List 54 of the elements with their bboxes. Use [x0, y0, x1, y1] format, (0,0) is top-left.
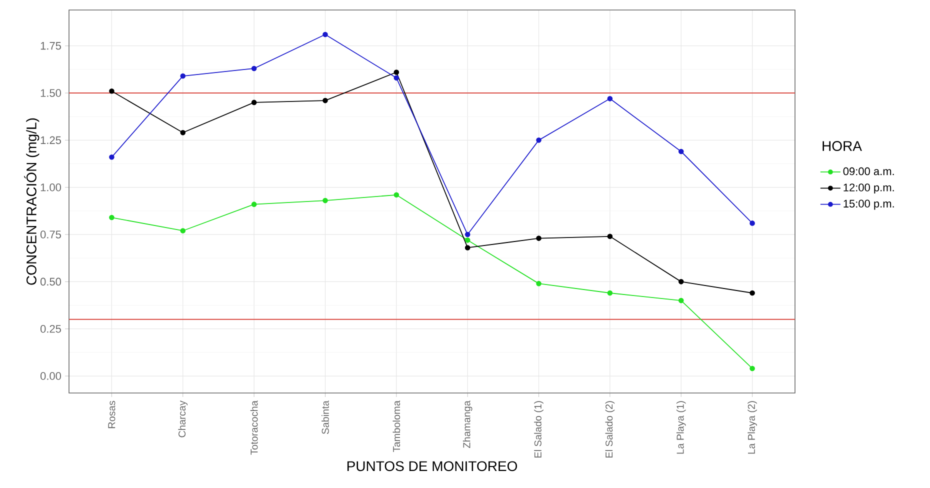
point	[322, 98, 328, 104]
y-tick-label: 0.75	[40, 230, 61, 238]
point	[180, 73, 186, 79]
x-tick-label: Tamboloma	[392, 400, 400, 452]
point	[536, 138, 542, 143]
point	[678, 298, 684, 304]
y-tick-label: 1.75	[40, 42, 61, 50]
y-tick-label: 0.00	[40, 372, 62, 380]
point	[394, 75, 400, 81]
point	[109, 88, 114, 94]
x-tick-label: Totoracocha	[250, 400, 258, 455]
point	[607, 96, 613, 102]
x-tick-label: Zhamanga	[462, 400, 472, 448]
point	[109, 154, 114, 160]
y-axis-title: CONCENTRACIÓN (mg/L)	[24, 118, 40, 285]
point	[750, 220, 755, 226]
point	[678, 148, 684, 154]
y-tick-label: 1.00	[40, 183, 62, 192]
point	[251, 66, 257, 72]
point	[322, 32, 328, 38]
point	[750, 290, 755, 296]
legend-title: HORA	[822, 141, 862, 151]
legend-label: 09:00 a.m.	[843, 167, 894, 176]
point	[394, 192, 400, 198]
point	[750, 366, 755, 372]
point	[109, 214, 114, 220]
x-tick-label: Sabinta	[322, 400, 329, 434]
point	[180, 228, 186, 234]
legend-label: 12:00 p.m.	[844, 184, 894, 194]
point	[464, 245, 470, 250]
point	[536, 280, 542, 286]
x-tick-label: La Playa (2)	[748, 401, 757, 454]
y-tick-label: 1.50	[40, 89, 62, 97]
point	[180, 130, 186, 136]
x-tick-label: Charcay	[178, 400, 188, 438]
x-tick-label: La Playa (1)	[676, 401, 686, 454]
x-tick-label: El Salado (2)	[605, 401, 615, 458]
point	[607, 234, 613, 240]
point	[394, 70, 400, 75]
point	[322, 198, 328, 204]
point	[536, 236, 542, 241]
x-tick-label: Rosas	[108, 400, 116, 428]
y-tick-label: 0.50	[40, 278, 62, 286]
legend-label: 15:00 p.m.	[844, 200, 894, 210]
point	[464, 232, 470, 238]
x-axis-title: PUNTOS DE MONITOREO	[347, 461, 518, 472]
x-tick-label: El Salado (1)	[534, 401, 544, 458]
y-tick-label: 0.25	[40, 324, 61, 333]
point	[464, 238, 470, 243]
point	[251, 202, 257, 207]
point	[678, 279, 684, 284]
point	[251, 100, 257, 106]
point	[607, 290, 613, 296]
y-tick-label: 1.25	[40, 136, 61, 144]
